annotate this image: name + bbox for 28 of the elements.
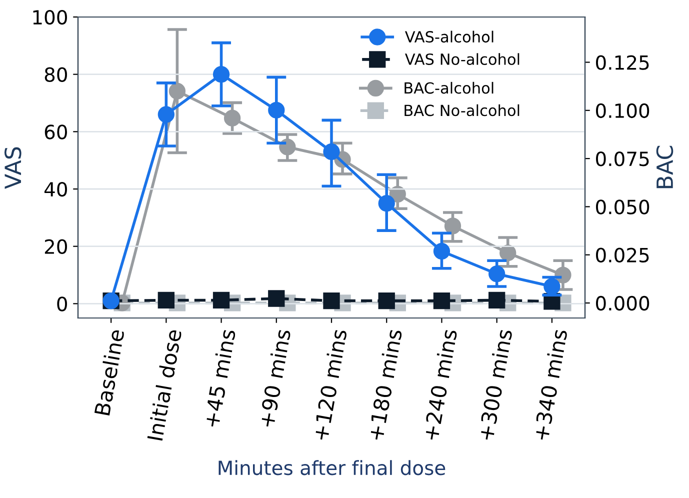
y-tick-label: 0 — [57, 296, 67, 312]
x-tick-label: Baseline — [94, 328, 124, 416]
x-tick-label: +90 mins — [258, 328, 291, 428]
y2-tick-label: 0.125 — [596, 55, 649, 70]
y2-tick-label: 0.075 — [596, 152, 649, 166]
y2-axis-title: BAC — [656, 146, 674, 188]
y-tick-label: 80 — [44, 67, 67, 82]
x-tick-label: +340 mins — [532, 328, 568, 441]
legend-label: BAC-alcohol — [404, 82, 494, 94]
y-tick-label: 100 — [33, 10, 67, 25]
legend-label: BAC No-alcohol — [404, 104, 520, 116]
x-tick-label: +300 mins — [477, 328, 512, 441]
y-tick-label: 20 — [44, 239, 67, 254]
x-axis-title: Minutes after final dose — [218, 460, 446, 476]
y-axis-title: VAS — [4, 147, 22, 189]
y2-tick-label: 0.000 — [596, 296, 650, 311]
y2-tick-label: 0.100 — [596, 103, 650, 118]
y2-tick-label: 0.050 — [596, 200, 650, 214]
legend-label: VAS-alcohol — [404, 30, 494, 43]
x-tick-label: Initial dose — [146, 328, 182, 441]
x-tick-label: +120 mins — [312, 328, 348, 441]
y-tick-label: 60 — [44, 124, 67, 140]
y2-tick-label: 0.025 — [596, 248, 649, 262]
x-tick-label: +180 mins — [367, 328, 402, 441]
x-tick-label: +45 mins — [202, 328, 236, 428]
x-tick-label: +240 mins — [422, 328, 458, 441]
legend-label: VAS No-alcohol — [404, 53, 520, 65]
y-tick-label: 40 — [44, 182, 67, 197]
